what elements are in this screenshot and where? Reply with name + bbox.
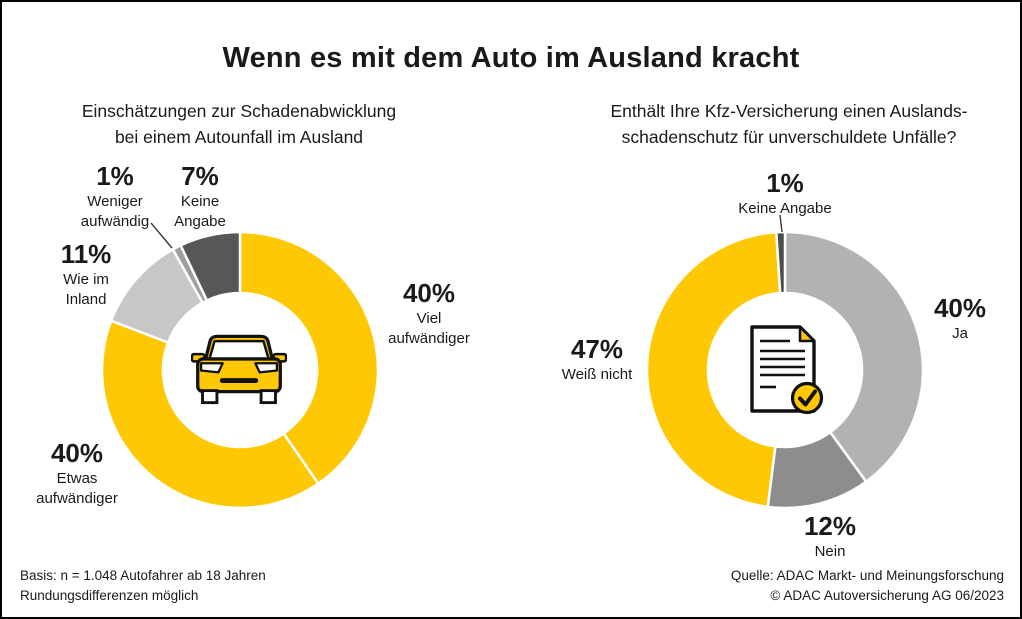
label-wie-im-inland-pct: 11% <box>60 239 112 269</box>
label-weniger-aufwaendig-pct: 1% <box>96 161 134 191</box>
label-weiss-nicht-pct: 47% <box>570 334 624 364</box>
right-donut-chart <box>645 230 925 510</box>
label-viel-aufwaendiger-text: Viel aufwändiger <box>388 310 470 347</box>
donut-segment-ja <box>783 230 925 484</box>
label-keine-angabe-right: 1% Keine Angabe <box>725 169 845 219</box>
label-ja-pct: 40% <box>933 293 987 323</box>
label-ja: 40% Ja <box>900 294 1020 344</box>
donut-segment-keine-angabe <box>179 230 242 303</box>
label-nein-text: Nein <box>814 543 846 560</box>
left-donut-chart <box>100 230 380 510</box>
basis-footnote-line2: Rundungsdifferenzen möglich <box>20 588 199 603</box>
label-weniger-aufwaendig-text: Weniger aufwändig <box>80 193 150 230</box>
label-weniger-aufwaendig: 1% Weniger aufwändig <box>55 162 175 232</box>
source-footnote: Quelle: ADAC Markt- und Meinungsforschun… <box>731 566 1004 606</box>
donut-segment-viel-aufw-ndiger <box>238 230 380 486</box>
donut-segment-wei-nicht <box>645 230 782 509</box>
source-footnote-line2: © ADAC Autoversicherung AG 06/2023 <box>770 588 1004 603</box>
page-title: Wenn es mit dem Auto im Ausland kracht <box>222 42 800 74</box>
right-chart-subtitle: Enthält Ihre Kfz-Versicherung einen Ausl… <box>589 98 989 150</box>
source-footnote-line1: Quelle: ADAC Markt- und Meinungsforschun… <box>730 568 1004 583</box>
right-chart-subtitle-line2: schadenschutz für unverschuldete Unfälle… <box>621 127 957 147</box>
left-chart-subtitle-line2: bei einem Autounfall im Ausland <box>114 127 364 147</box>
donut-segment-etwas-aufw-ndiger <box>100 319 320 510</box>
label-wie-im-inland: 11% Wie im Inland <box>26 240 146 310</box>
label-weiss-nicht: 47% Weiß nicht <box>537 335 657 385</box>
label-keine-angabe-left: 7% Keine Angabe <box>140 162 260 232</box>
donut-segment-keine-angabe <box>775 230 787 295</box>
label-keine-angabe-left-pct: 7% <box>181 161 219 191</box>
car-icon <box>191 334 287 405</box>
label-viel-aufwaendiger-pct: 40% <box>402 278 456 308</box>
label-keine-angabe-left-text: Keine Angabe <box>174 193 226 230</box>
label-ja-text: Ja <box>952 325 968 342</box>
basis-footnote-line1: Basis: n = 1.048 Autofahrer ab 18 Jahren <box>20 568 266 583</box>
label-etwas-aufwaendiger: 40% Etwas aufwändiger <box>17 439 137 509</box>
right-chart-subtitle-line1: Enthält Ihre Kfz-Versicherung einen Ausl… <box>610 101 968 121</box>
label-viel-aufwaendiger: 40% Viel aufwändiger <box>369 279 489 349</box>
label-keine-angabe-right-text: Keine Angabe <box>738 200 832 217</box>
label-nein: 12% Nein <box>770 512 890 562</box>
document-check-icon <box>750 325 824 415</box>
label-nein-pct: 12% <box>803 511 857 541</box>
label-wie-im-inland-text: Wie im Inland <box>63 271 109 308</box>
basis-footnote: Basis: n = 1.048 Autofahrer ab 18 Jahren… <box>20 566 266 606</box>
left-chart-subtitle: Einschätzungen zur Schadenabwicklung bei… <box>39 98 439 150</box>
label-etwas-aufwaendiger-text: Etwas aufwändiger <box>36 470 118 507</box>
label-etwas-aufwaendiger-pct: 40% <box>50 438 104 468</box>
label-keine-angabe-right-pct: 1% <box>766 168 804 198</box>
left-chart-subtitle-line1: Einschätzungen zur Schadenabwicklung <box>81 101 397 121</box>
label-weiss-nicht-text: Weiß nicht <box>561 366 633 383</box>
